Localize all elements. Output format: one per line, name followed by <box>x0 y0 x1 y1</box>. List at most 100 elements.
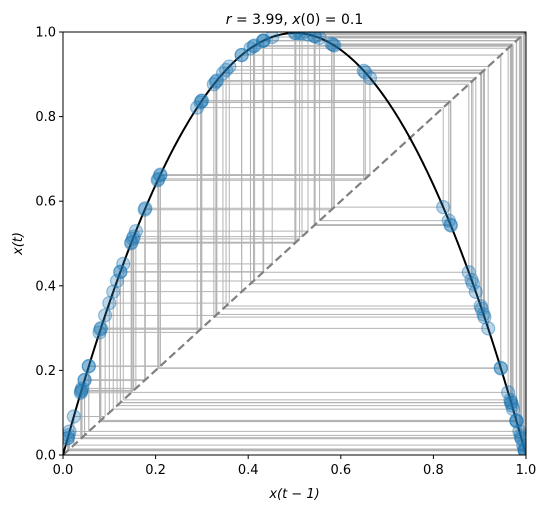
iteration-point <box>92 325 107 340</box>
y-axis: 0.0 0.2 0.4 0.6 0.8 1.0 <box>35 26 63 464</box>
iteration-point <box>116 256 131 271</box>
iteration-point <box>113 264 128 279</box>
iteration-point <box>436 200 451 215</box>
iteration-point <box>504 398 520 413</box>
x-tick-label: 0.8 <box>423 463 444 478</box>
y-tick-label: 0.6 <box>35 195 56 210</box>
iteration-point <box>294 32 310 41</box>
iteration-point <box>461 265 476 280</box>
iteration-point <box>476 307 491 322</box>
iteration-point <box>124 235 139 250</box>
iteration-point <box>106 284 121 299</box>
x-tick-label: 1.0 <box>516 463 537 478</box>
iteration-point <box>356 63 371 78</box>
iteration-point <box>443 217 458 232</box>
iteration-point <box>98 308 113 323</box>
iteration-point <box>234 48 249 63</box>
iteration-point <box>66 409 81 424</box>
logistic-curve-line <box>63 32 526 455</box>
iteration-point <box>246 39 261 54</box>
y-tick-label: 1.0 <box>35 26 56 41</box>
iteration-point <box>300 32 316 42</box>
iteration-point <box>193 95 208 110</box>
iteration-point <box>222 59 237 74</box>
iteration-point <box>505 401 521 417</box>
iteration-point <box>509 413 524 428</box>
iteration-point <box>255 33 271 48</box>
iteration-point <box>73 385 88 400</box>
iteration-point <box>474 301 489 316</box>
iteration-point <box>63 424 77 439</box>
iteration-point <box>517 443 526 455</box>
iteration-point <box>443 218 458 233</box>
iteration-point <box>473 298 488 314</box>
iteration-point <box>234 47 249 63</box>
iteration-point <box>125 231 140 246</box>
iteration-point <box>243 41 258 56</box>
iteration-point <box>215 66 231 81</box>
chart-title: r = 3.99, x(0) = 0.1 <box>226 12 364 28</box>
identity-line <box>63 32 526 455</box>
iteration-point <box>77 373 92 388</box>
iteration-points <box>63 32 526 455</box>
iteration-point <box>287 32 302 41</box>
iteration-point <box>208 74 223 89</box>
iteration-point <box>63 428 76 443</box>
iteration-point <box>81 359 96 374</box>
iteration-point <box>312 32 327 46</box>
identity-diagonal-line <box>63 32 526 455</box>
iteration-point <box>124 236 139 251</box>
iteration-point <box>504 395 519 410</box>
iteration-point <box>256 33 271 48</box>
iteration-point <box>477 310 492 325</box>
iteration-point <box>493 360 508 375</box>
iteration-point <box>126 229 141 244</box>
iteration-point <box>247 38 262 53</box>
iteration-point <box>325 37 341 52</box>
y-tick-label: 0.4 <box>35 279 56 294</box>
iteration-point <box>504 395 519 410</box>
iteration-point <box>481 321 496 336</box>
iteration-point <box>362 70 378 85</box>
iteration-point <box>102 296 117 311</box>
iteration-point <box>327 38 342 53</box>
y-tick-label: 0.0 <box>35 449 56 464</box>
iteration-point <box>218 62 234 78</box>
iteration-point <box>190 100 205 115</box>
iteration-point <box>153 167 168 182</box>
y-axis-label: x(t) <box>11 232 26 256</box>
x-tick-label: 0.4 <box>238 463 259 478</box>
y-tick-label: 0.8 <box>35 110 56 125</box>
x-tick-label: 0.6 <box>330 463 351 478</box>
iteration-point <box>292 32 307 41</box>
iteration-point <box>509 413 524 428</box>
iteration-point <box>464 272 479 288</box>
iteration-point <box>194 93 209 109</box>
iteration-point <box>63 431 75 446</box>
iteration-point <box>501 385 516 400</box>
iteration-point <box>288 32 303 41</box>
iteration-point <box>209 73 224 88</box>
iteration-point <box>514 430 526 445</box>
iteration-point <box>93 321 109 336</box>
iteration-point <box>63 431 75 446</box>
iteration-point <box>256 33 271 48</box>
iteration-point <box>468 284 483 299</box>
iteration-point <box>138 201 153 216</box>
iteration-point <box>93 322 108 337</box>
iteration-point <box>503 392 518 408</box>
iteration-point <box>307 32 322 44</box>
iteration-point <box>151 171 166 186</box>
plot-frame <box>62 31 527 456</box>
iteration-point <box>517 442 526 455</box>
iteration-point <box>308 32 323 44</box>
iteration-point <box>517 443 526 455</box>
y-tick-label: 0.2 <box>35 364 56 379</box>
iteration-point <box>152 168 168 183</box>
iteration-point <box>517 441 526 455</box>
iteration-point <box>514 431 526 446</box>
iteration-point <box>265 32 280 45</box>
iteration-point <box>324 36 339 51</box>
logistic-curve <box>63 32 526 455</box>
